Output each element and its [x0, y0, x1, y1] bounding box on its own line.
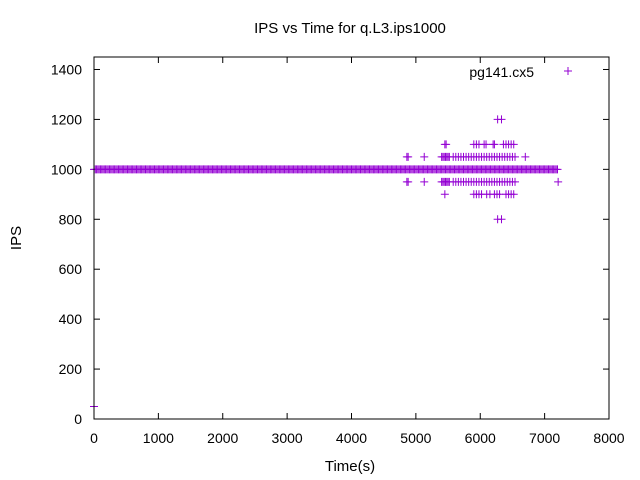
data-point: [509, 190, 518, 199]
x-tick-label: 6000: [465, 430, 496, 446]
data-point: [442, 140, 451, 149]
y-tick-label: 800: [59, 211, 83, 227]
data-point: [404, 177, 413, 186]
data-point: [420, 152, 429, 161]
data-point: [420, 177, 429, 186]
y-tick-label: 1400: [51, 61, 82, 77]
data-point: [497, 115, 506, 124]
x-tick-label: 2000: [207, 430, 238, 446]
y-tick-label: 1000: [51, 161, 82, 177]
legend: pg141.cx5: [469, 64, 572, 80]
data-point: [553, 165, 562, 174]
chart-title: IPS vs Time for q.L3.ips1000: [254, 20, 446, 37]
plot-border: [93, 56, 610, 420]
data-point: [482, 140, 491, 149]
x-tick-label: 8000: [593, 430, 624, 446]
legend-label: pg141.cx5: [469, 64, 534, 80]
y-tick-label: 200: [59, 361, 83, 377]
x-tick-label: 1000: [143, 430, 174, 446]
y-tick-label: 0: [74, 411, 82, 427]
x-axis-label: Time(s): [325, 458, 375, 475]
legend-marker: [564, 67, 572, 75]
data-points: [90, 115, 563, 411]
x-tick-label: 4000: [336, 430, 367, 446]
y-tick-label: 400: [59, 311, 83, 327]
x-tick-label: 0: [90, 430, 98, 446]
data-point: [554, 177, 563, 186]
x-tick-label: 3000: [272, 430, 303, 446]
x-tick-label: 7000: [529, 430, 560, 446]
x-tick-label: 5000: [400, 430, 431, 446]
legend-marker-symbol: [564, 67, 572, 75]
axis-ticks: [93, 57, 610, 420]
data-point: [440, 190, 449, 199]
data-point: [509, 140, 518, 149]
data-point: [404, 152, 413, 161]
data-point: [511, 152, 520, 161]
data-point: [490, 140, 499, 149]
data-point: [521, 152, 530, 161]
tick-labels: 0 1000 2000 3000 4000 5000 6000 7000 8000 0 200 400…: [51, 61, 625, 446]
data-point: [497, 215, 506, 224]
y-axis-label: IPS: [8, 226, 25, 250]
data-point: [511, 177, 520, 186]
y-tick-label: 600: [59, 261, 83, 277]
y-tick-label: 1200: [51, 111, 82, 127]
